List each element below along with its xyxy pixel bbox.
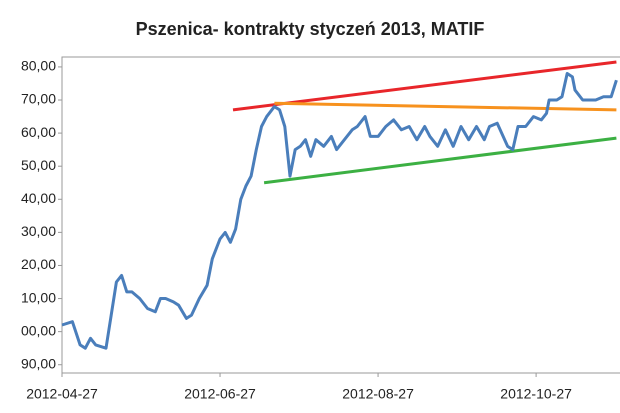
y-tick-label: 80,00 (21, 58, 56, 74)
y-tick-label: 70,00 (21, 91, 56, 107)
y-tick-label: 50,00 (21, 157, 56, 173)
y-tick-label: 90,00 (21, 355, 56, 371)
y-tick-label: 60,00 (21, 124, 56, 140)
y-tick-label: 00,00 (21, 322, 56, 338)
x-tick-label: 2012-10-27 (500, 386, 572, 402)
data-line (263, 136, 617, 185)
chart-title: Pszenica- kontrakty styczeń 2013, MATIF (136, 19, 485, 39)
y-tick-label: 10,00 (21, 289, 56, 305)
x-tick-label: 2012-04-27 (26, 386, 98, 402)
x-tick-label: 2012-06-27 (184, 386, 256, 402)
x-tick-label: 2012-08-27 (342, 386, 414, 402)
data-line (274, 101, 617, 112)
plot-frame (61, 56, 620, 374)
y-tick-label: 30,00 (21, 223, 56, 239)
y-tick-label: 20,00 (21, 256, 56, 272)
y-tick-label: 40,00 (21, 190, 56, 206)
data-line (232, 60, 617, 112)
data-line (61, 72, 618, 350)
